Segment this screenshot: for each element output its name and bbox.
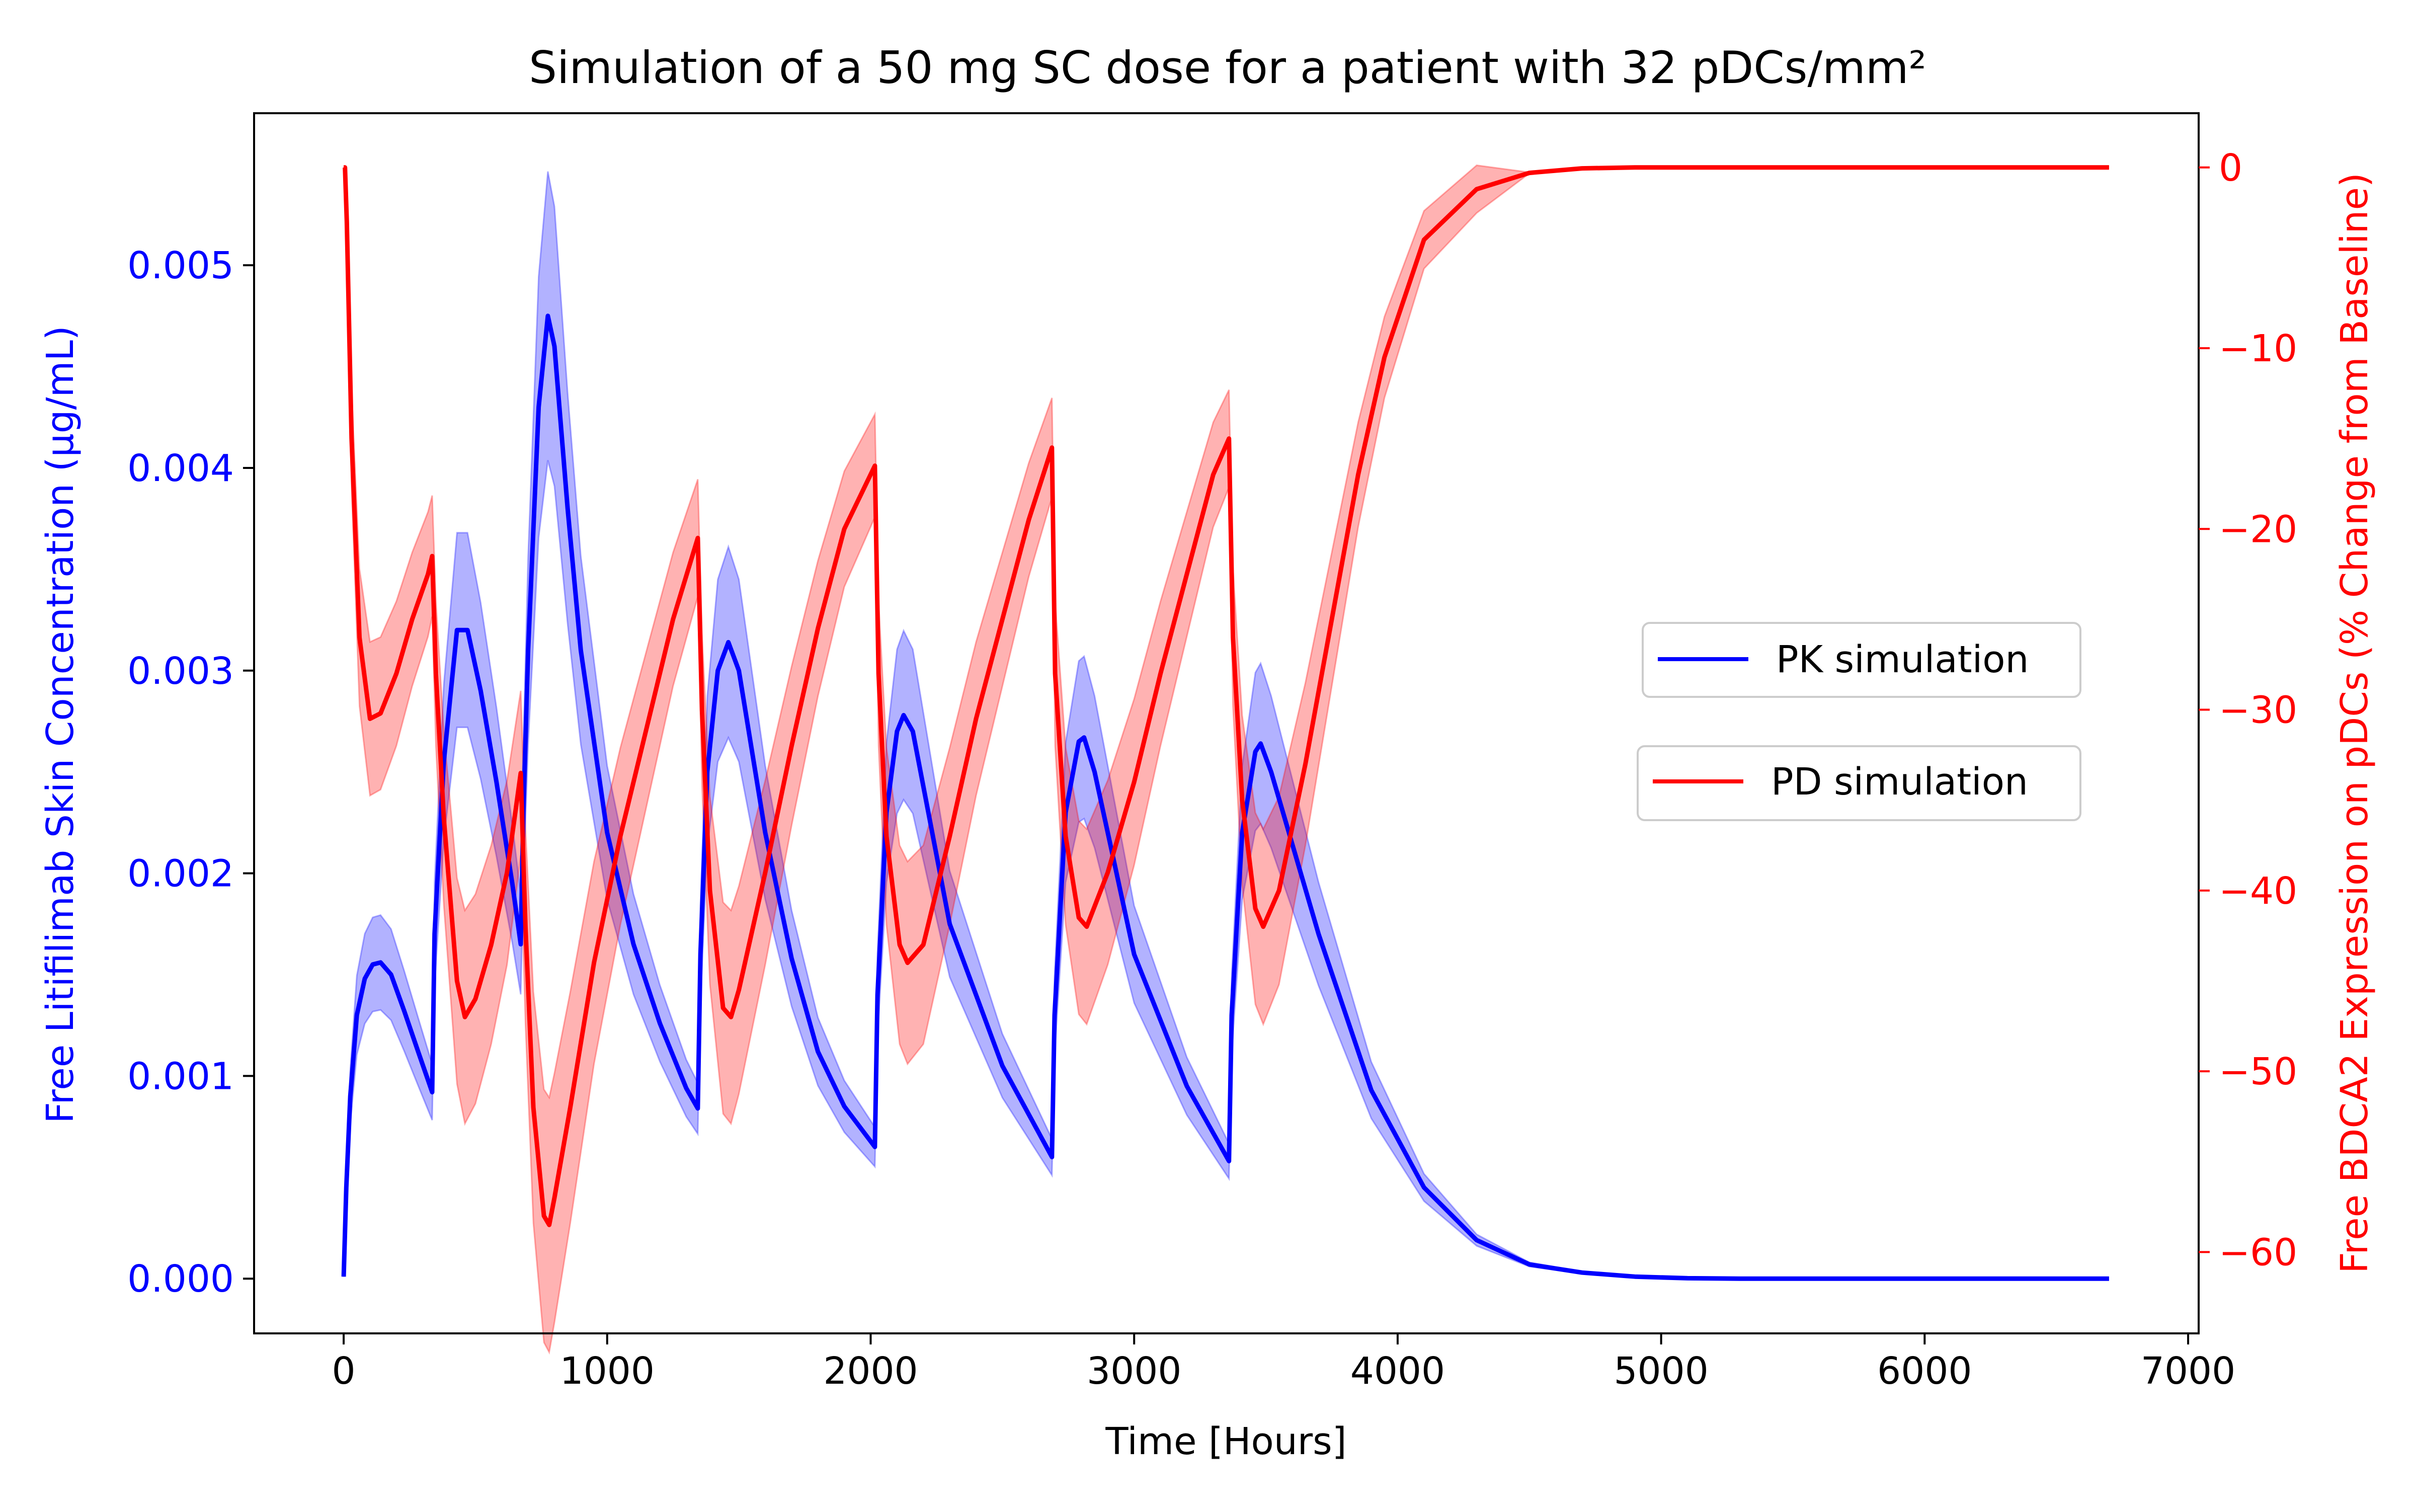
x-tick-label: 6000 — [1877, 1349, 1972, 1393]
pd-uncertainty-band — [344, 164, 2109, 1355]
x-tick-label: 2000 — [823, 1349, 918, 1393]
x-tick-label: 3000 — [1087, 1349, 1181, 1393]
right-tick-label: −40 — [2219, 869, 2297, 913]
x-tick-label: 4000 — [1350, 1349, 1445, 1393]
x-tick-label: 5000 — [1614, 1349, 1708, 1393]
right-tick-label: 0 — [2219, 146, 2242, 190]
legend-pk-box — [1642, 622, 2081, 698]
left-tick-label: 0.005 — [127, 244, 234, 287]
legend-pk-label: PK simulation — [1776, 638, 2029, 681]
right-tick-label: −30 — [2219, 689, 2297, 732]
plot-frame — [253, 112, 2200, 1334]
right-axis-ticks: 0 −10 −20 −30 −40 −50 −60 — [2199, 146, 2297, 1274]
left-tick-label: 0.003 — [127, 650, 234, 693]
left-tick-label: 0.004 — [127, 447, 234, 490]
chart-title: Simulation of a 50 mg SC dose for a pati… — [529, 42, 1926, 94]
right-axis-label: Free BDCA2 Expression on pDCs (% Change … — [2333, 173, 2376, 1274]
x-tick-label: 7000 — [2141, 1349, 2235, 1393]
pk-series-line — [341, 313, 2109, 1281]
x-tick-label: 0 — [332, 1349, 356, 1393]
left-tick-label: 0.002 — [127, 852, 234, 896]
right-tick-label: −20 — [2219, 508, 2297, 551]
pd-series-line — [343, 165, 2109, 1227]
x-axis-ticks: 0 1000 2000 3000 4000 5000 6000 7000 — [332, 1333, 2235, 1393]
pk-uncertainty-band — [343, 171, 2109, 1280]
right-tick-label: −10 — [2219, 327, 2297, 370]
legend-pd-label: PD simulation — [1771, 760, 2028, 804]
left-tick-label: 0.000 — [127, 1257, 234, 1301]
left-tick-label: 0.001 — [127, 1055, 234, 1098]
x-axis-label: Time [Hours] — [1105, 1420, 1346, 1463]
right-tick-label: −50 — [2219, 1050, 2297, 1093]
x-tick-label: 1000 — [560, 1349, 655, 1393]
legend-pd-box — [1637, 745, 2081, 821]
legend-pd: PD simulation — [1637, 745, 2081, 821]
left-axis-ticks: 0.000 0.001 0.002 0.003 0.004 0.005 — [127, 244, 254, 1301]
left-axis-label: Free Litifilimab Skin Concentration (µg/… — [39, 326, 82, 1123]
right-tick-label: −60 — [2219, 1231, 2297, 1274]
legend-pk: PK simulation — [1642, 622, 2081, 698]
series-lines — [341, 165, 2109, 1281]
